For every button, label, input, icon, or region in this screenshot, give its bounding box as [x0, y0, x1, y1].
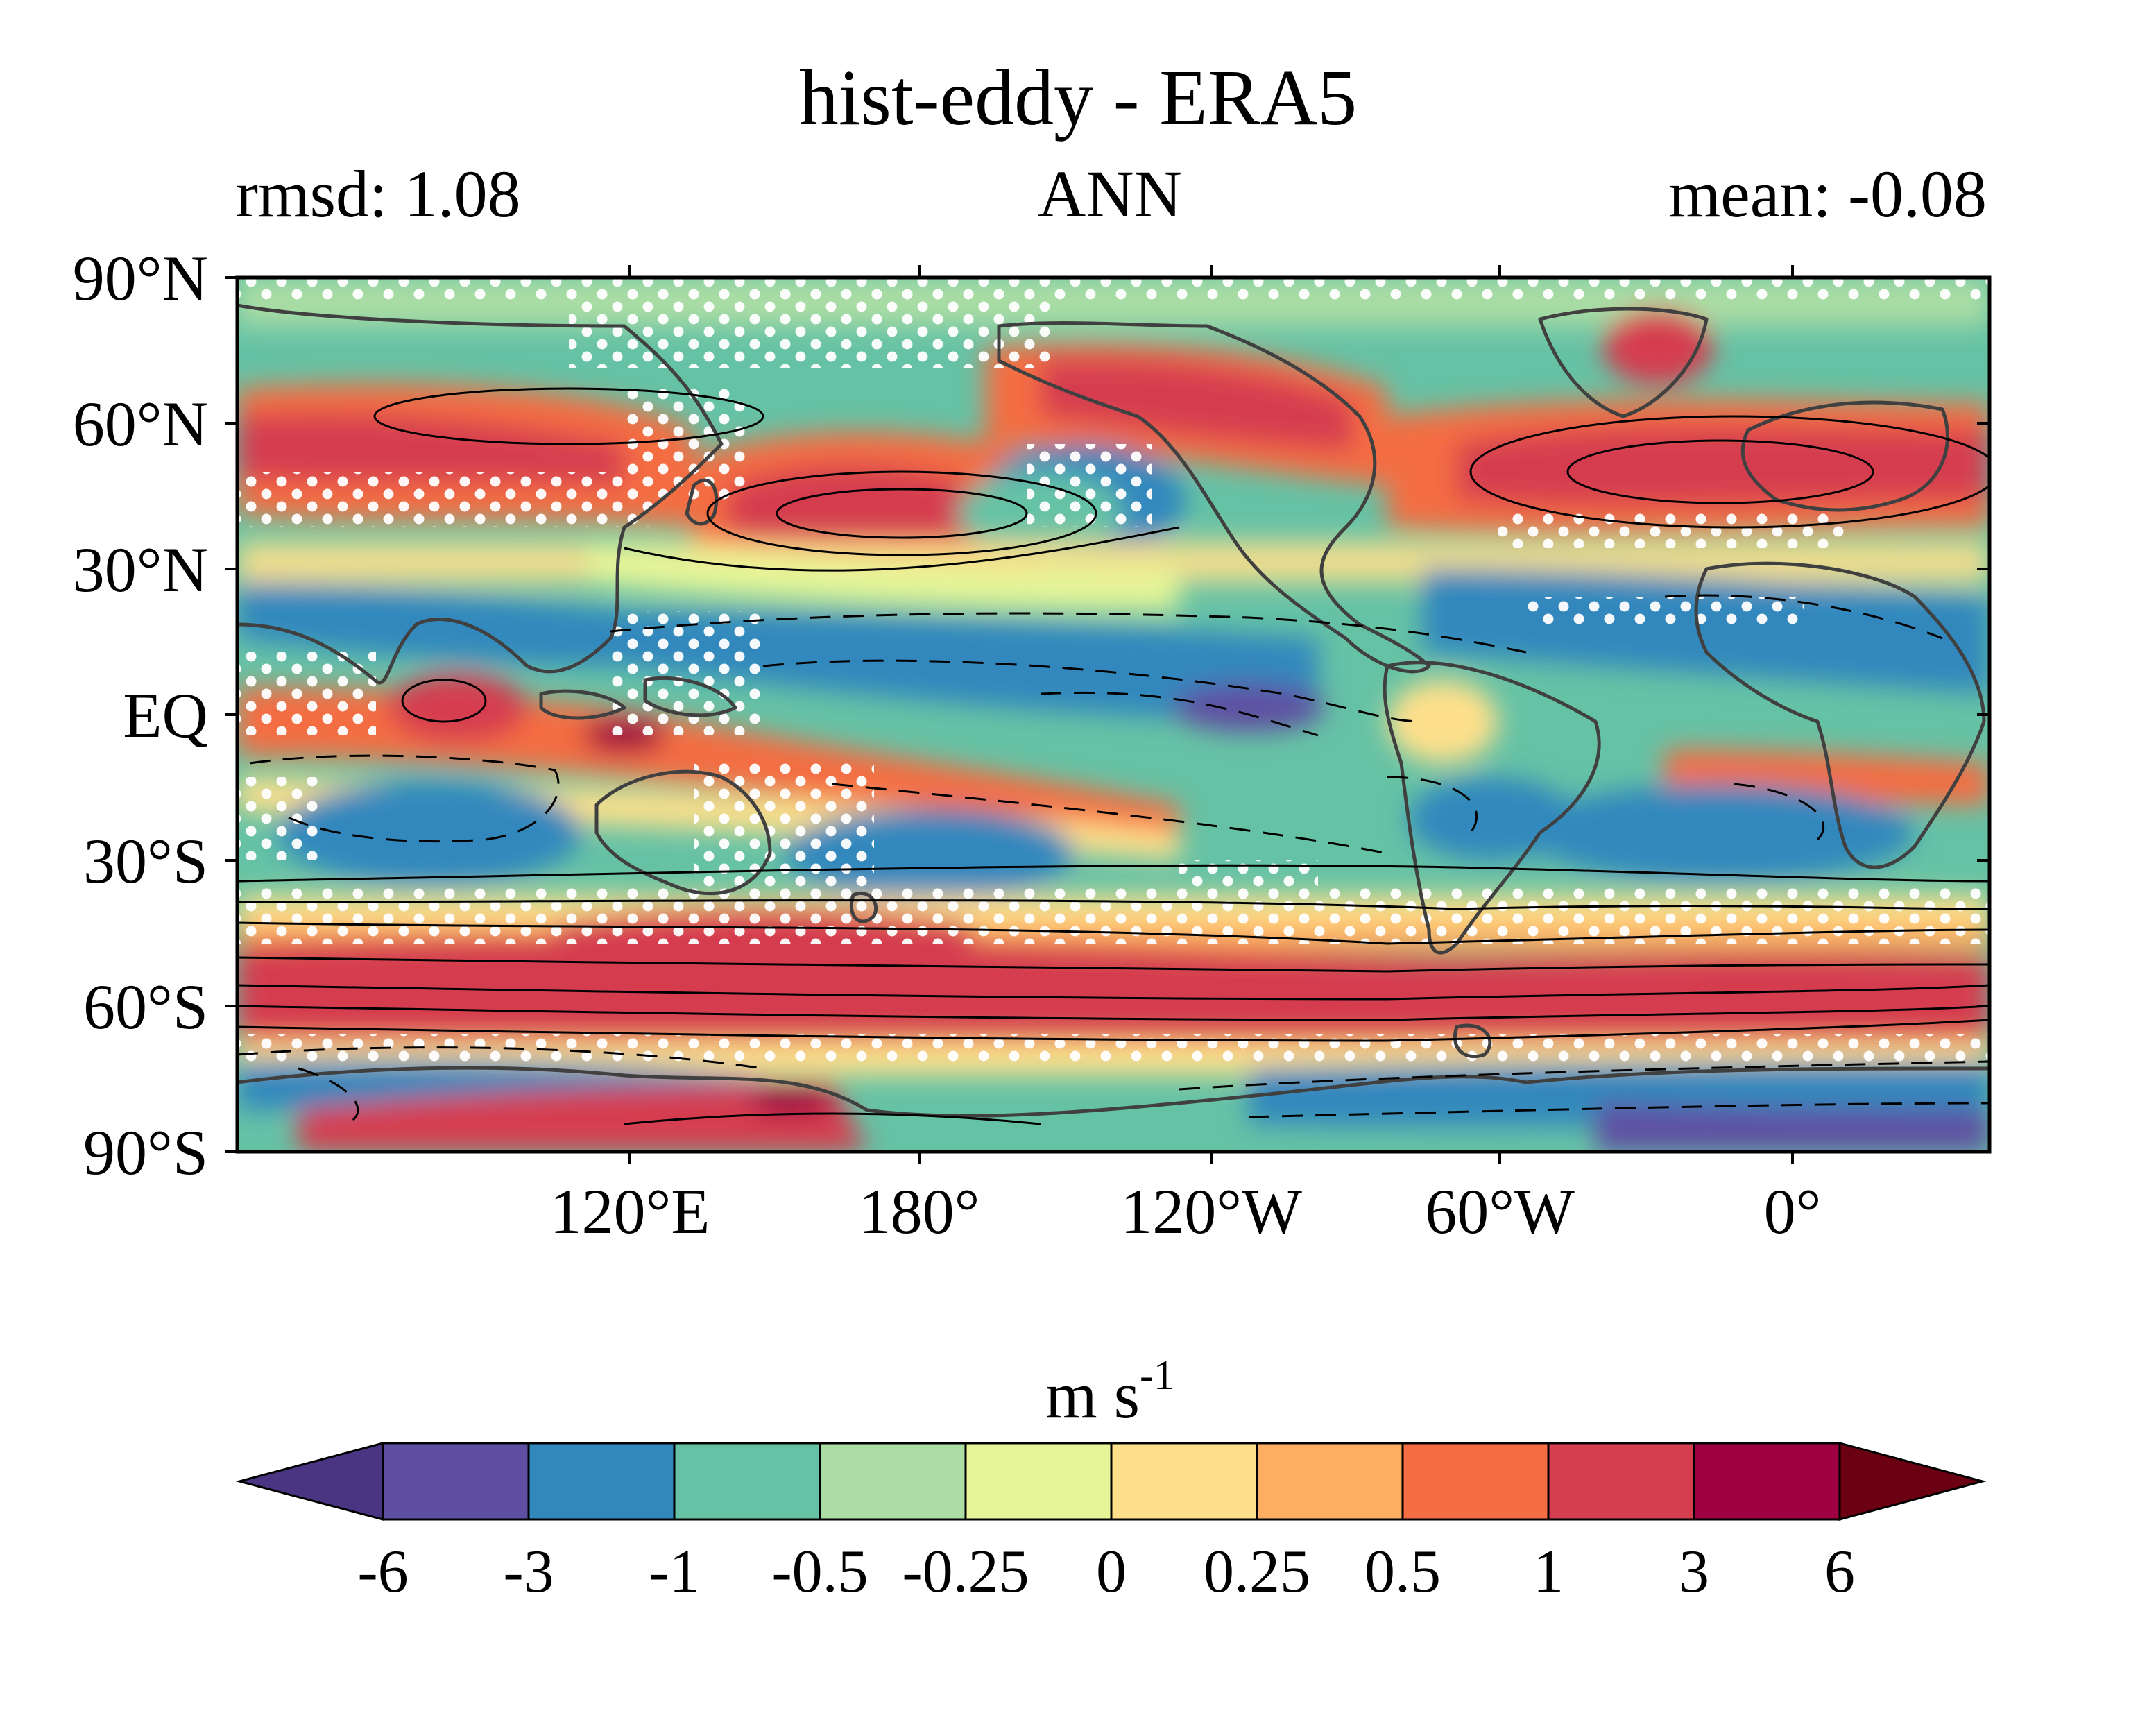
colorbar-under-extension — [235, 1442, 384, 1521]
lat-ticks — [225, 276, 1990, 1153]
colorbar-tick-label: 3 — [1679, 1538, 1709, 1606]
colorbar-tick-label: -0.5 — [771, 1538, 869, 1606]
lat-label-30s: 30°S — [83, 826, 208, 896]
colorbar-tick-label: -6 — [357, 1538, 409, 1606]
colorbar-cells — [382, 1442, 1841, 1521]
colorbar-tick-label: -0.25 — [902, 1538, 1029, 1606]
colorbar-cell — [964, 1442, 1113, 1521]
lon-label-120e: 120°E — [549, 1176, 710, 1247]
colorbar-tick-label: 0.25 — [1204, 1538, 1310, 1606]
lon-ticks — [628, 265, 1794, 1164]
colorbar-tick-label: 6 — [1824, 1538, 1855, 1606]
colorbar-tick-label: 0.5 — [1364, 1538, 1441, 1606]
colorbar — [235, 1442, 1987, 1521]
colorbar-cell — [1693, 1442, 1841, 1521]
colorbar-cell — [819, 1442, 967, 1521]
colorbar-tick-label: 0 — [1096, 1538, 1127, 1606]
lat-label-eq: EQ — [123, 680, 208, 751]
lat-label-90s: 90°S — [83, 1117, 208, 1188]
lat-label-90n: 90°N — [72, 243, 208, 314]
lon-label-0: 0° — [1763, 1176, 1822, 1247]
colorbar-cell — [527, 1442, 676, 1521]
colorbar-tick-label: 1 — [1533, 1538, 1564, 1606]
lon-label-180: 180° — [858, 1176, 980, 1247]
colorbar-over-extension — [1838, 1442, 1987, 1521]
colorbar-frame — [382, 1442, 1841, 1521]
colorbar-cell — [382, 1442, 530, 1521]
colorbar-tick-label: -1 — [649, 1538, 700, 1606]
lat-label-60n: 60°N — [72, 389, 208, 459]
colorbar-cell — [673, 1442, 821, 1521]
climatology-contours — [237, 387, 1990, 1125]
map-title: hist-eddy - ERA5 — [798, 53, 1358, 142]
mean-label: mean: -0.08 — [1668, 157, 1987, 231]
colorbar-cell — [1547, 1442, 1695, 1521]
lat-label-60s: 60°S — [83, 971, 208, 1042]
rmsd-label: rmsd: 1.08 — [236, 157, 521, 231]
lat-label-30n: 30°N — [72, 534, 208, 605]
lon-label-60w: 60°W — [1425, 1176, 1575, 1247]
season-label: ANN — [1038, 157, 1182, 231]
colorbar-cell — [1401, 1442, 1550, 1521]
colorbar-cell — [1110, 1442, 1258, 1521]
colorbar-unit-label: m s-1 — [1045, 1352, 1175, 1432]
lon-label-120w: 120°W — [1120, 1176, 1302, 1247]
colorbar-tick-label: -3 — [503, 1538, 554, 1606]
map-plot-area — [237, 278, 1990, 1152]
colorbar-cell — [1256, 1442, 1404, 1521]
